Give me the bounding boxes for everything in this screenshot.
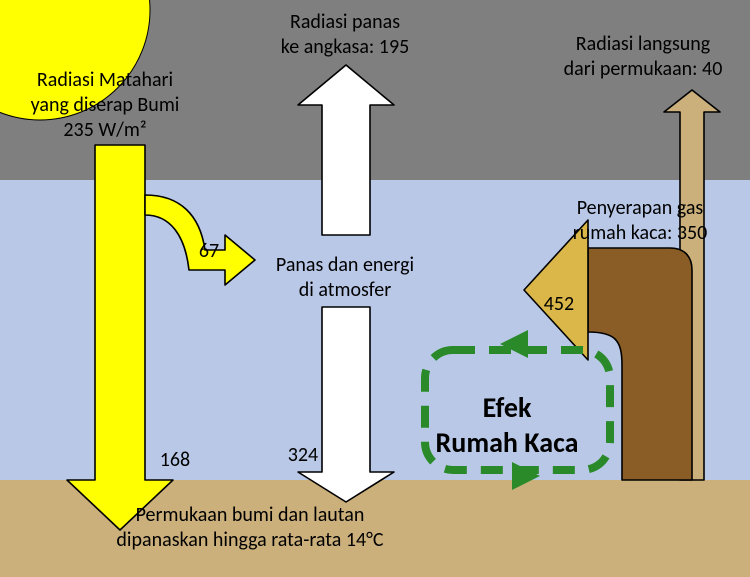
label-surface: Permukaan bumi dan lautan dipanaskan hin…: [50, 503, 450, 553]
label-v67: 67: [9, 239, 409, 264]
label-v452: 452: [359, 292, 750, 317]
label-effect: Efek Rumah Kaca: [307, 390, 707, 460]
label-ghgAbs: Penyerapan gas rumah kaca: 350: [440, 196, 750, 246]
label-direct: Radiasi langsung dari permukaan: 40: [443, 32, 750, 82]
label-solar: Radiasi Matahari yang diserap Bumi 235 W…: [0, 68, 305, 143]
